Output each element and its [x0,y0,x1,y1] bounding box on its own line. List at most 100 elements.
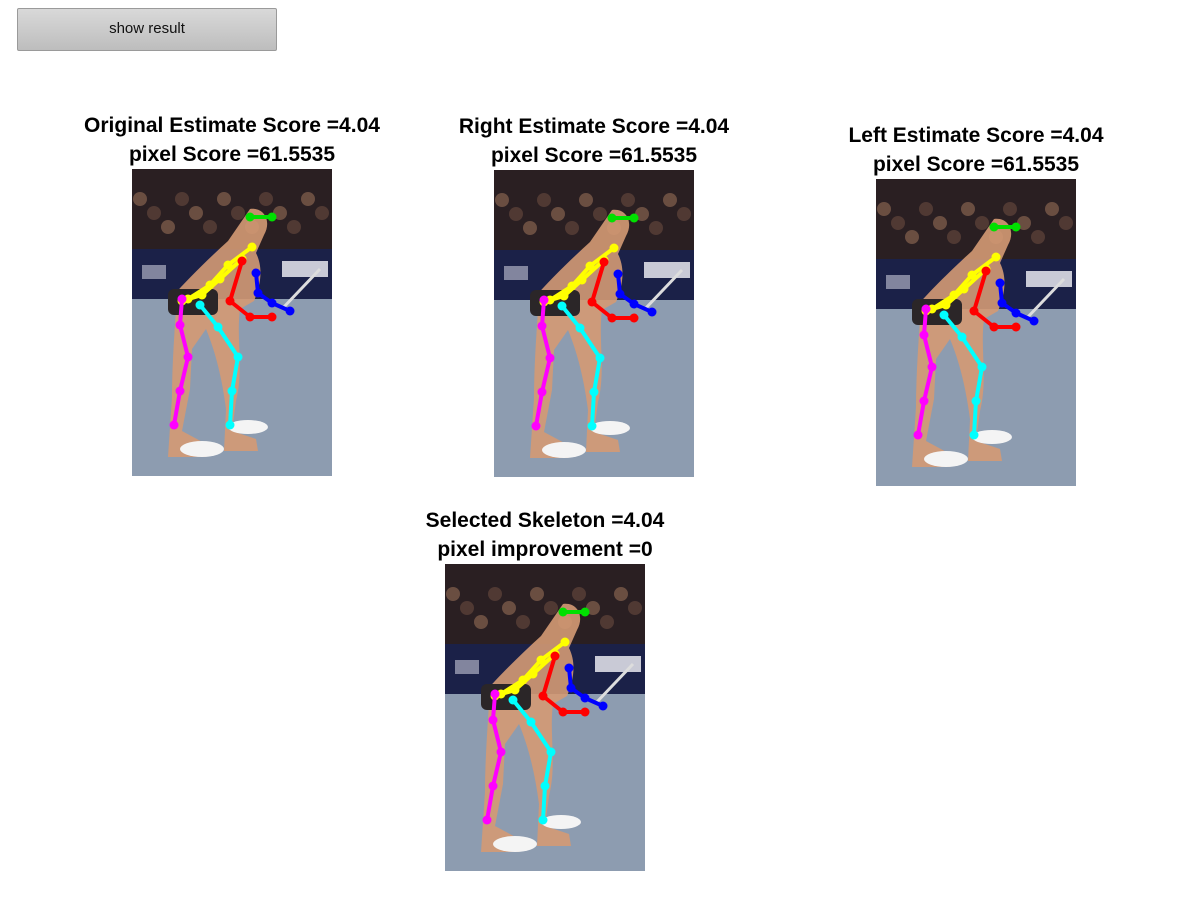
crowd-figure [1045,202,1059,216]
crowd-figure [649,221,663,235]
skeleton-joint [977,362,987,372]
crowd-figure [502,601,516,615]
banner-logo [644,262,690,278]
crowd-figure [287,220,301,234]
crowd-figure [593,207,607,221]
crowd-figure [189,206,203,220]
player-skirt [530,290,580,316]
skeleton-joint [538,815,548,825]
skeleton-joint [546,747,556,757]
crowd-figure [147,206,161,220]
skeleton-joint [245,312,255,322]
skeleton-joint [995,278,1005,288]
skeleton-joint [526,717,536,727]
skeleton-joint [647,307,657,317]
right-arm-skeleton [541,654,587,714]
skeleton-joint [615,289,625,299]
torso-skeleton [180,257,244,303]
show-result-button[interactable]: show result [17,8,277,51]
crowd-figure [231,206,245,220]
skeleton-joint [607,213,617,223]
banner-logo [142,265,166,279]
selected-skeleton-image [375,564,715,871]
skeleton-joint [981,266,991,276]
skeleton-joint [564,663,574,673]
left-estimate-panel: Left Estimate Score =4.04 pixel Score =6… [806,121,1146,486]
tennis-player-photo [132,169,332,476]
left-shoe [493,836,537,852]
left-estimate-score: Left Estimate Score =4.04 [848,124,1104,147]
left-arm-skeleton [998,281,1036,323]
skeleton-joint [233,352,243,362]
skeleton-joint [589,387,599,397]
crowd-figure [1003,202,1017,216]
skeleton-joint [545,353,555,363]
crowd-figure [537,193,551,207]
left-pixel-score: pixel Score =61.5535 [872,153,1080,176]
skeleton-joint [550,651,560,661]
crowd-figure [663,193,677,207]
right-arm-skeleton [972,269,1018,329]
skeleton-joint [941,300,951,310]
crowd-figure [523,221,537,235]
crowd-figure [474,615,488,629]
skeleton-joint [253,288,263,298]
skeleton-joint [197,290,207,300]
player-skirt [168,289,218,315]
crowd-figure [919,202,933,216]
crowd-figure [933,216,947,230]
skeleton-joint [528,669,538,679]
pixel-improvement: pixel improvement =0 [437,538,653,561]
crowd-figure [175,192,189,206]
skeleton-joint [225,420,235,430]
torso-skeleton [924,267,988,313]
skeleton-joint [215,274,225,284]
skeleton-joint [508,695,518,705]
skeleton-joint [913,430,923,440]
skeleton-joint [195,300,205,310]
crowd-figure [530,587,544,601]
crowd-figure [446,587,460,601]
right-estimate-score: Right Estimate Score =4.04 [458,115,730,138]
banner-logo [282,261,328,277]
skeleton-joint [577,275,587,285]
skeleton-joint [939,310,949,320]
left-shoe [180,441,224,457]
crowd-figure [586,601,600,615]
skeleton-joint [537,387,547,397]
skeleton-joint [227,386,237,396]
right-arm-skeleton [228,259,274,319]
skeleton-joint [510,685,520,695]
skeleton-joint [490,689,500,699]
skeleton-joint [921,304,931,314]
right-estimate-image [424,170,764,477]
skeleton-joint [613,269,623,279]
skeleton-joint [558,607,568,617]
crowd-figure [460,601,474,615]
skeleton-joint [969,430,979,440]
right-estimate-panel: Right Estimate Score =4.04 pixel Score =… [424,112,764,477]
skeleton-joint [580,693,590,703]
banner-logo [1026,271,1072,287]
skeleton-joint [629,313,639,323]
original-estimate-panel: Original Estimate Score =4.04 pixel Scor… [62,111,402,476]
crowd-figure [161,220,175,234]
crowd-figure [1017,216,1031,230]
right-arm-skeleton [590,260,636,320]
crowd-figure [315,206,329,220]
racket [642,268,684,312]
crowd-figure [621,193,635,207]
skeleton-joint [531,421,541,431]
crowd-figure [273,206,287,220]
crowd-figure [877,202,891,216]
selected-skeleton-panel: Selected Skeleton =4.04 pixel improvemen… [375,506,715,871]
skeleton-joint [488,715,498,725]
original-estimate-image [62,169,402,476]
crowd-figure [628,601,642,615]
skeleton-joint [267,212,277,222]
right-shoe [590,421,630,435]
banner-logo [595,656,641,672]
crowd-figure [259,192,273,206]
skeleton-joint [496,747,506,757]
crowd-figure [614,587,628,601]
